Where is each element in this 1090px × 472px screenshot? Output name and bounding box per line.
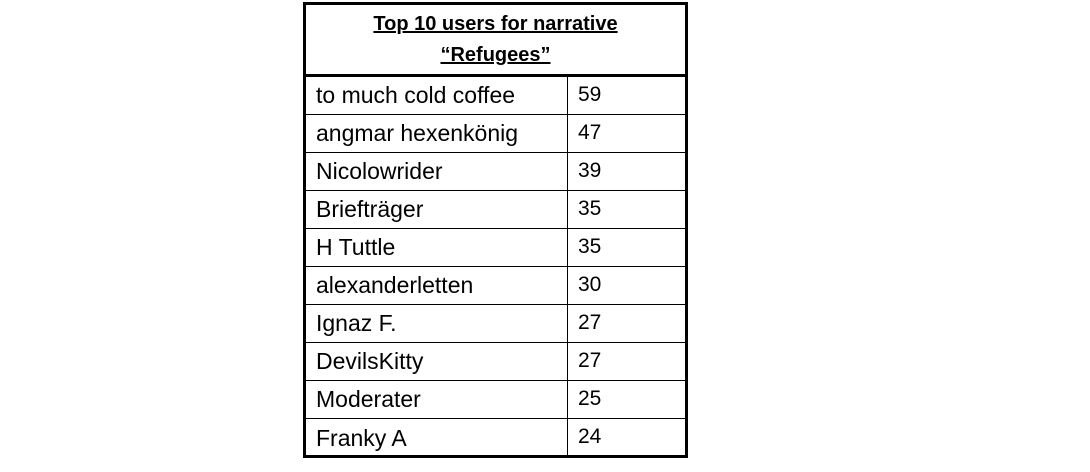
count-cell: 35 (578, 197, 602, 220)
table-row: Franky A 24 (306, 419, 685, 457)
count-cell: 39 (578, 159, 602, 182)
user-name-cell: Nicolowrider (306, 153, 568, 190)
table-row: Moderater 25 (306, 381, 685, 419)
table-row: H Tuttle 35 (306, 229, 685, 267)
count-cell: 27 (578, 311, 602, 334)
table-row: DevilsKitty 27 (306, 343, 685, 381)
count-cell: 27 (578, 349, 602, 372)
user-name-cell: Briefträger (306, 191, 568, 228)
table-title-line-1: Top 10 users for narrative (373, 12, 618, 35)
table-row: Ignaz F. 27 (306, 305, 685, 343)
user-name-cell: Franky A (306, 419, 568, 457)
count-cell: 30 (578, 273, 602, 296)
user-name-cell: H Tuttle (306, 229, 568, 266)
count-cell: 24 (578, 425, 602, 448)
table-row: Briefträger 35 (306, 191, 685, 229)
table-title: Top 10 users for narrative “Refugees” (306, 5, 685, 77)
table-row: angmar hexenkönig 47 (306, 115, 685, 153)
table-row: alexanderletten 30 (306, 267, 685, 305)
count-cell: 47 (578, 121, 602, 144)
count-cell: 59 (578, 83, 602, 106)
table-row: to much cold coffee 59 (306, 77, 685, 115)
user-name-cell: to much cold coffee (306, 77, 568, 114)
top-users-table: Top 10 users for narrative “Refugees” to… (303, 2, 688, 458)
user-name-cell: alexanderletten (306, 267, 568, 304)
user-name-cell: Ignaz F. (306, 305, 568, 342)
user-name-cell: DevilsKitty (306, 343, 568, 380)
table-row: Nicolowrider 39 (306, 153, 685, 191)
user-name-cell: angmar hexenkönig (306, 115, 568, 152)
count-cell: 35 (578, 235, 602, 258)
count-cell: 25 (578, 387, 602, 410)
user-name-cell: Moderater (306, 381, 568, 418)
table-title-line-2: “Refugees” (440, 43, 551, 66)
table-body: to much cold coffee 59 angmar hexenkönig… (306, 77, 685, 457)
